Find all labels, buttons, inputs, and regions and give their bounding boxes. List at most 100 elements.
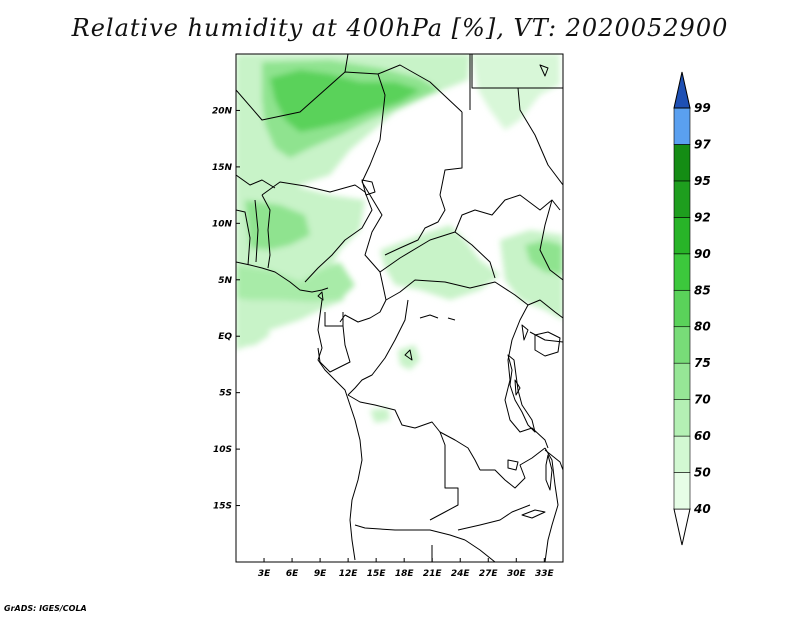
border-niger-nigeria [261,181,366,196]
border-chad-sudan [384,194,446,256]
humidity-area-south-patch [370,408,390,423]
border-benin [261,194,271,269]
colorbar-band [673,217,691,255]
border-angola-zambia [429,431,459,521]
border-mali-burkina [236,174,276,189]
border-tanzania-mozambique [544,449,563,471]
lon-tick-label: 6E [286,569,299,579]
lon-tick-label: 9E [314,569,327,579]
colorbar-band [673,180,691,218]
border-drc-zambia [480,447,546,489]
river-congo-a [419,314,439,319]
lake-kivu [514,379,521,396]
border-sudan-ssudan [454,194,561,233]
country-borders [236,54,563,562]
lon-tick-label: 30E [507,569,527,579]
colorbar-label: 92 [694,210,711,224]
lake-small-3 [539,64,549,77]
colorbar-label: 40 [693,502,711,516]
lat-tick-label: 10S [213,445,232,455]
map-title: Relative humidity at 400hPa [%], VT: 202… [71,14,729,42]
border-botswana [464,539,496,562]
colorbar-band [673,107,691,145]
humidity-shading [236,54,563,423]
humidity-area-central [380,225,500,300]
lon-tick-label: 18E [395,569,415,579]
border-libya-egypt-sudan [439,112,463,196]
colorbar-label: 70 [694,393,711,407]
colorbar-label: 90 [694,247,711,261]
coast-westafrica [236,261,329,293]
map-frame [235,53,564,563]
border-ssudan-ethiopia [539,199,563,281]
border-malawi [544,447,559,562]
border-togo [254,199,259,263]
colorbar-label: 85 [694,283,711,297]
lat-tick-label: 20N [212,106,233,116]
humidity-area-northeast [472,54,560,130]
lake-mweru [507,459,519,471]
lake-chad [361,179,376,196]
lake-albert [521,324,529,341]
lake-small-2 [317,291,324,301]
border-angola-drc [347,394,481,471]
colorbar-label: 97 [694,137,711,151]
colorbar-label: 80 [694,320,711,334]
colorbar-band [673,399,691,437]
colorbar-band [673,435,691,473]
border-north-2 [344,54,349,73]
lat-tick-label: 15S [213,502,232,512]
border-car-drc [385,279,529,306]
border-angola-namibia [354,524,466,541]
lat-tick-label: 10N [212,219,233,229]
lon-tick-label: 3E [258,569,271,579]
border-libya-chad [361,73,386,183]
humidity-area-west-core [245,200,310,250]
border-nigeria-cameroon [304,191,373,283]
lat-tick-label: 5S [219,389,232,399]
border-congo-drc [347,299,409,396]
lake-victoria [534,331,561,357]
colorbar-upper-triangle [673,71,691,109]
lon-tick-label: 27E [479,569,499,579]
lat-tick-label: 5N [218,276,232,286]
lon-tick-label: 24E [451,569,471,579]
colorbar-band [673,144,691,182]
lon-tick-label: 12E [339,569,359,579]
border-tanzania [527,299,563,319]
lon-tick-label: 21E [423,569,443,579]
colorbar-band [673,253,691,291]
colorbar-label: 60 [694,429,711,443]
border-gabon-congo [317,325,351,373]
river-congo-b [447,317,456,321]
lake-kariba [521,509,546,519]
border-zambia-zimbabwe [457,504,531,531]
lat-tick-group: 20N 15N 10N 5N EQ 5S 10S 15S [212,106,240,512]
colorbar-lower-triangle [673,508,691,546]
border-ghana [236,209,251,266]
border-egypt-sudan [471,54,563,89]
colorbar-band [673,472,691,510]
colorbar-band [673,326,691,364]
coast-gabon [317,299,363,561]
border-drc-east [504,304,549,449]
humidity-area-gabon [236,310,270,348]
colorbar-label: 75 [694,356,711,370]
colorbar-label: 95 [694,174,711,188]
border-sudan-east [517,87,563,186]
colorbar: 40 50 60 70 75 80 85 90 92 95 97 99 [673,71,711,546]
colorbar-label: 50 [694,466,711,480]
border-chad-cameroon [361,181,387,301]
lake-malawi [545,454,553,491]
lat-tick-label: 15N [212,163,233,173]
colorbar-label: 99 [694,101,711,115]
border-north-1 [236,64,463,121]
lon-tick-label: 15E [367,569,387,579]
footer-credit: GrADS: IGES/COLA [4,604,87,613]
lon-tick-group: 3E 6E 9E 12E 15E 18E 21E 24E 27E 30E 33E [258,558,555,579]
colorbar-band [673,362,691,400]
lon-tick-label: 33E [535,569,555,579]
lake-tanganyika [507,354,536,433]
border-car-congo [339,299,387,323]
